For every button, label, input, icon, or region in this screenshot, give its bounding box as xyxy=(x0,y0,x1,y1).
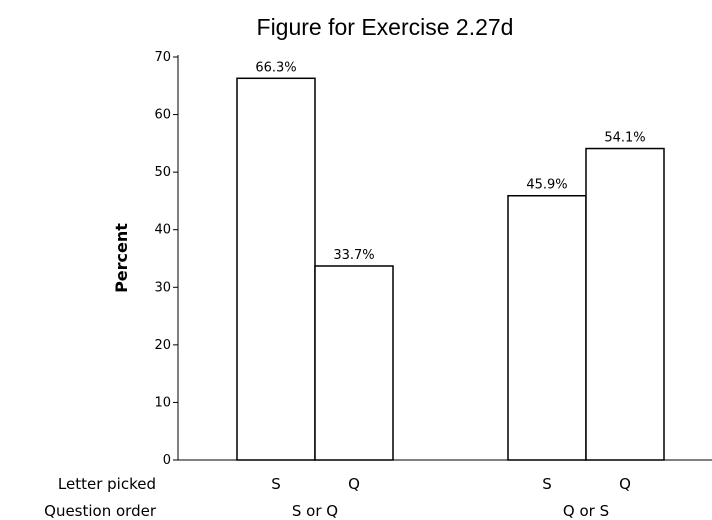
bar-value-label: 45.9% xyxy=(526,178,567,193)
y-tick-label: 0 xyxy=(163,453,171,468)
bar-value-label: 33.7% xyxy=(333,248,374,263)
y-tick-label: 10 xyxy=(154,395,171,410)
chart-title: Figure for Exercise 2.27d xyxy=(257,14,514,40)
row-label-letter-picked: Letter picked xyxy=(58,475,156,493)
category-labels: S Q S or Q S Q Q or S xyxy=(271,475,631,520)
row-label-question-order: Question order xyxy=(44,502,157,520)
category-letter-label: S xyxy=(542,475,552,493)
bar xyxy=(236,77,316,461)
bar-value-label: 54.1% xyxy=(604,131,645,146)
bar-value-label: 66.3% xyxy=(255,60,296,75)
y-ticks: 0 10 20 30 40 50 60 70 xyxy=(154,50,178,468)
y-axis-label: Percent xyxy=(112,223,131,293)
y-tick-label: 40 xyxy=(154,223,171,238)
y-tick-label: 60 xyxy=(154,108,171,123)
y-tick-label: 70 xyxy=(154,50,171,65)
bar xyxy=(507,194,587,461)
y-tick-label: 30 xyxy=(154,280,171,295)
category-letter-label: S xyxy=(271,475,281,493)
bars xyxy=(236,77,665,461)
y-tick-label: 20 xyxy=(154,338,171,353)
y-tick-label: 50 xyxy=(154,165,171,180)
category-letter-label: Q xyxy=(619,475,631,493)
bar xyxy=(585,147,665,461)
category-letter-label: Q xyxy=(348,475,360,493)
bar xyxy=(314,265,394,461)
group-label: Q or S xyxy=(563,502,609,520)
bar-value-labels: 66.3% 33.7% 45.9% 54.1% xyxy=(255,60,645,263)
group-label: S or Q xyxy=(292,502,338,520)
